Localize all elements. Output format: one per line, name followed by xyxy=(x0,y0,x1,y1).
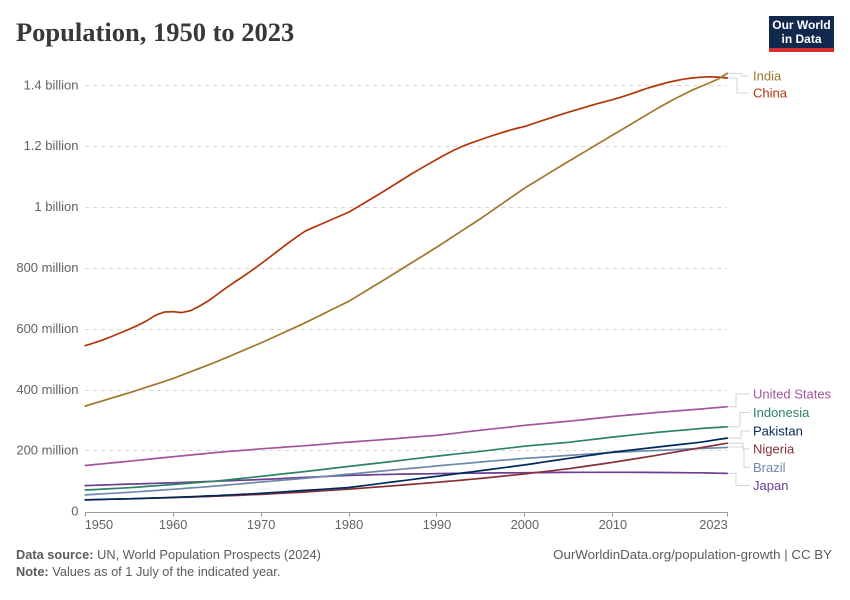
svg-text:1950: 1950 xyxy=(85,517,113,532)
svg-text:1960: 1960 xyxy=(159,517,187,532)
svg-text:200 million: 200 million xyxy=(16,443,78,458)
svg-text:1.4 billion: 1.4 billion xyxy=(24,77,79,92)
svg-text:2023: 2023 xyxy=(699,517,727,532)
svg-text:China: China xyxy=(753,86,788,101)
svg-text:United States: United States xyxy=(753,387,832,402)
svg-text:1970: 1970 xyxy=(247,517,275,532)
svg-text:1990: 1990 xyxy=(423,517,451,532)
svg-text:1.2 billion: 1.2 billion xyxy=(24,138,79,153)
svg-text:2010: 2010 xyxy=(599,517,627,532)
svg-text:Brazil: Brazil xyxy=(753,460,786,475)
svg-text:1980: 1980 xyxy=(335,517,363,532)
svg-text:India: India xyxy=(753,69,782,84)
svg-text:Pakistan: Pakistan xyxy=(753,424,803,439)
svg-text:0: 0 xyxy=(71,504,78,519)
svg-text:Japan: Japan xyxy=(753,478,788,493)
svg-text:800 million: 800 million xyxy=(16,260,78,275)
svg-text:600 million: 600 million xyxy=(16,321,78,336)
svg-text:Nigeria: Nigeria xyxy=(753,442,795,457)
svg-text:400 million: 400 million xyxy=(16,382,78,397)
svg-text:1 billion: 1 billion xyxy=(34,199,78,214)
svg-text:Indonesia: Indonesia xyxy=(753,405,810,420)
svg-text:2000: 2000 xyxy=(511,517,539,532)
